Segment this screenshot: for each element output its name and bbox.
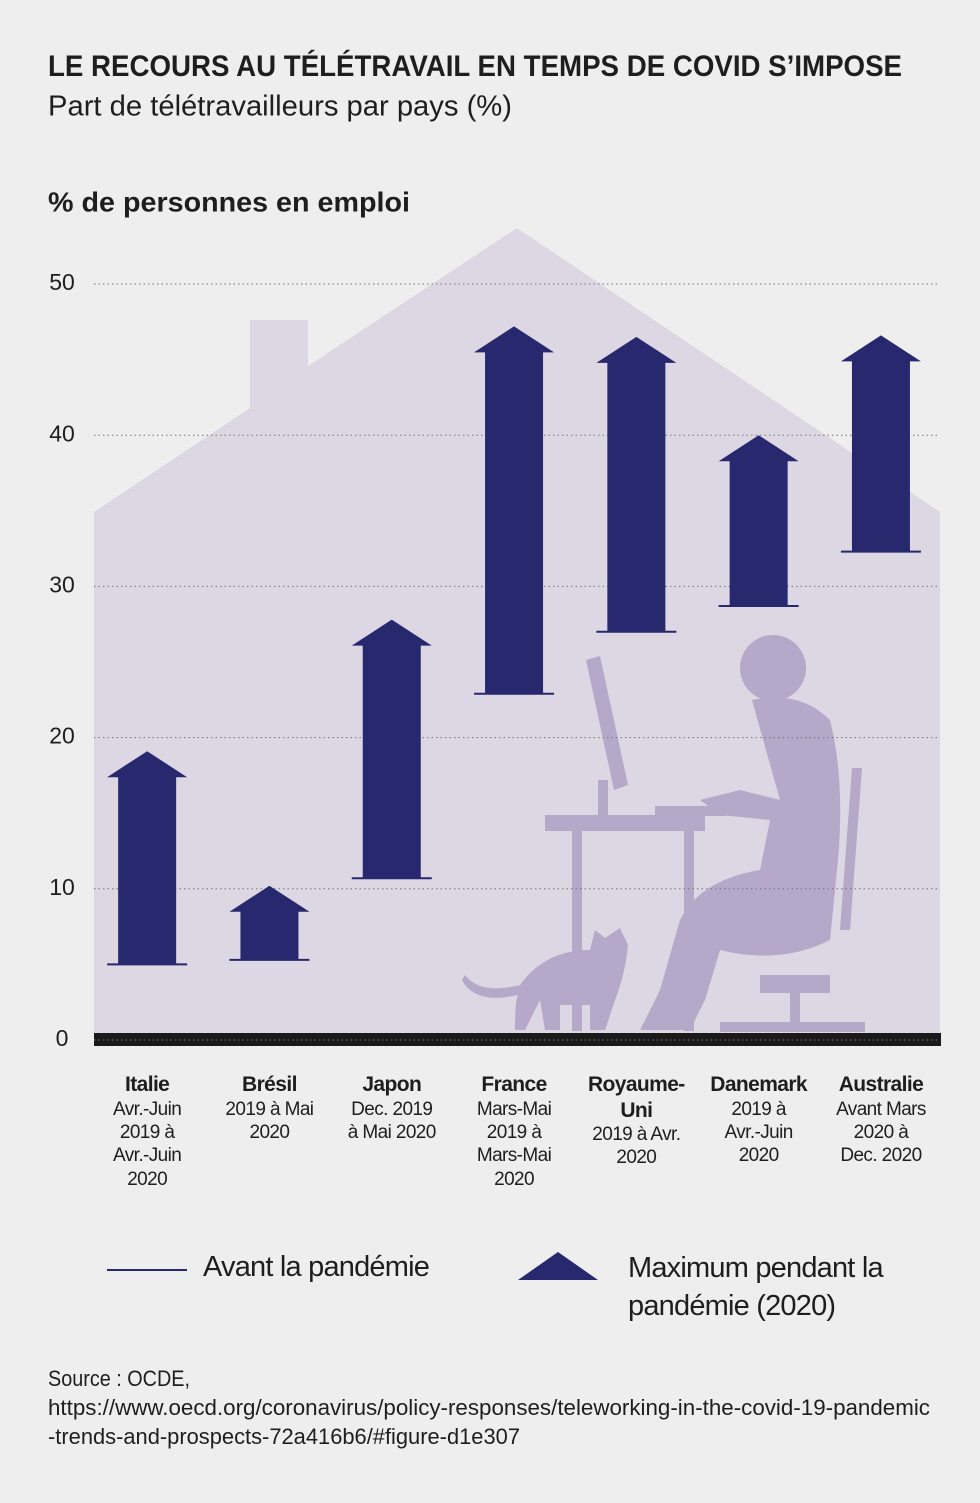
chart-subtitle: Part de télétravailleurs par pays (%) [48, 91, 512, 123]
silhouette [462, 635, 865, 1032]
y-axis-label: % de personnes en emploi [48, 186, 410, 217]
y-tick-label: 30 [49, 571, 75, 597]
x-tick-label: Royaume-Uni [587, 1073, 685, 1122]
arrow [840, 335, 921, 552]
y-tick-label: 0 [56, 1025, 69, 1051]
arrow [351, 619, 432, 879]
y-tick-label: 20 [49, 723, 75, 749]
period-label: 2019 à Avr.-Juin 2020 [724, 1099, 794, 1167]
chart-title: LE RECOURS AU TÉLÉTRAVAIL EN TEMPS DE CO… [48, 49, 902, 83]
period-label: Mars-Mai 2019 à Mars-Mai 2020 [476, 1099, 552, 1190]
x-tick-label: Danemark [710, 1073, 808, 1096]
x-tick-label: Brésil [242, 1073, 297, 1096]
arrow [596, 336, 677, 632]
legend-arrow [518, 1252, 598, 1280]
source: Source : OCDE, [48, 1366, 190, 1391]
source: https://www.oecd.org/coronavirus/policy-… [48, 1395, 930, 1420]
x-tick-label: Japon [362, 1073, 422, 1096]
y-tick-label: 50 [49, 269, 75, 295]
legend-label: Maximum pendant la pandémie (2020) [628, 1252, 884, 1322]
period-label: 2019 à Avr. 2020 [592, 1124, 681, 1169]
period-label: 2019 à Mai 2020 [225, 1099, 314, 1144]
arrow [474, 326, 555, 694]
y-tick-label: 10 [49, 874, 75, 900]
period-label: Dec. 2019 à Mai 2020 [347, 1099, 437, 1144]
legend-label: Avant la pandémie [203, 1251, 430, 1283]
period-label: Avant Mars 2020 à Dec. 2020 [836, 1099, 926, 1167]
y-tick-label: 40 [49, 420, 75, 446]
source: -trends-and-prospects-72a416b6/#figure-d… [48, 1424, 520, 1449]
arrow [107, 751, 188, 965]
period-label: Avr.-Juin 2019 à Avr.-Juin 2020 [113, 1099, 182, 1190]
x-tick-label: France [481, 1073, 547, 1096]
arrow [229, 885, 310, 960]
x-tick-label: Australie [838, 1073, 924, 1096]
arrow [718, 435, 799, 607]
x-tick-label: Italie [125, 1073, 170, 1096]
